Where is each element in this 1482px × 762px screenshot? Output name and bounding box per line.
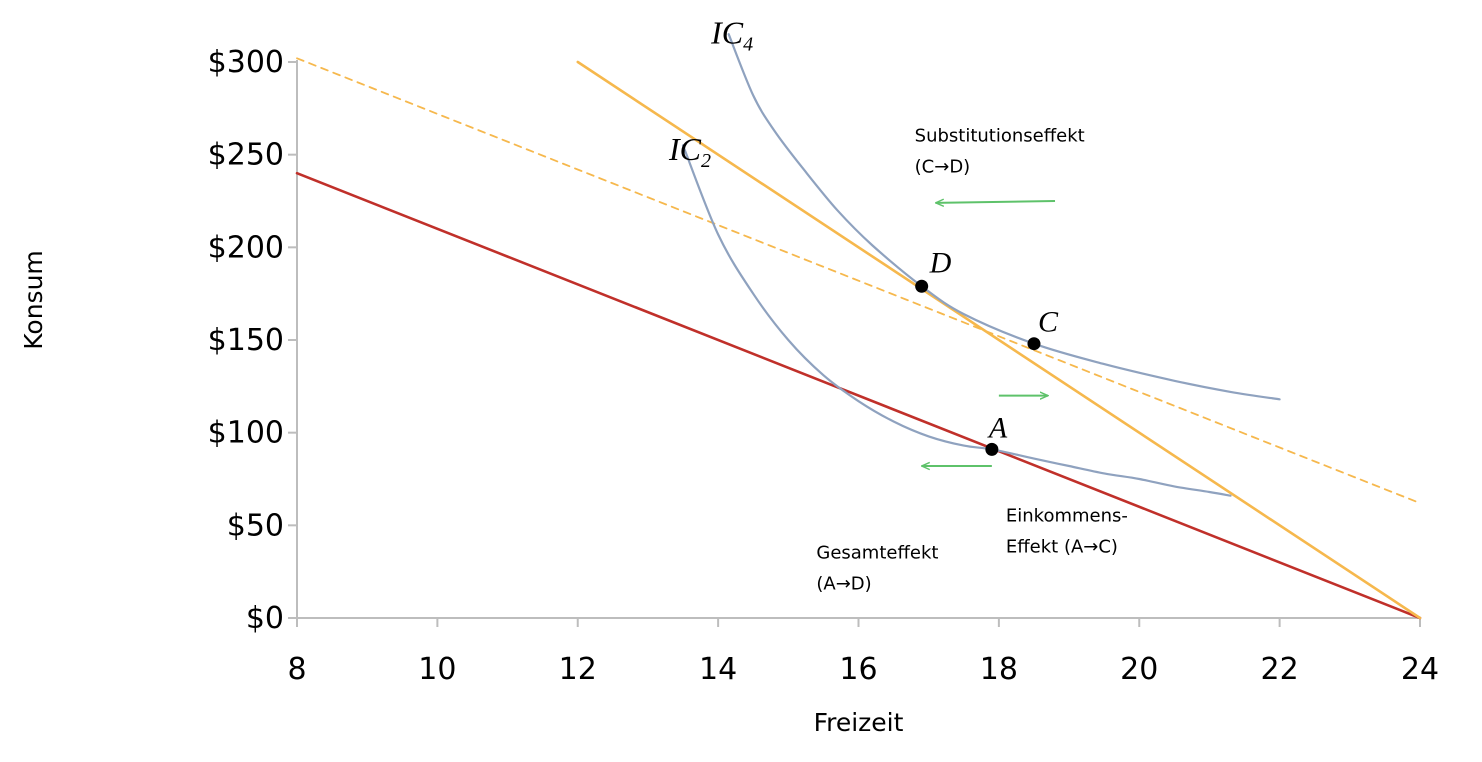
point-c	[1027, 337, 1041, 351]
point-layer: A C D	[915, 246, 1059, 456]
y-tick-label: $250	[208, 138, 284, 173]
curve-label-ic2: IC2	[668, 131, 711, 172]
annotation-substitution-line: Substitutionseffekt	[915, 126, 1085, 147]
point-label-a: A	[987, 411, 1008, 444]
point-d	[915, 279, 929, 293]
annotation-gesamt-line: Gesamteffekt	[816, 543, 938, 564]
annotation-einkommen: Einkommens- Effekt (A→C)	[1006, 506, 1128, 558]
series-budget-compensated	[296, 57, 1421, 504]
annotation-gesamt-line: (A→D)	[816, 574, 871, 595]
x-axis-title: Freizeit	[814, 708, 904, 737]
series-layer	[295, 33, 1422, 620]
curve-label-base: IC	[668, 131, 702, 167]
point-a	[985, 442, 999, 456]
annotation-substitution: Substitutionseffekt (C→D)	[915, 126, 1085, 178]
x-tick-label: 8	[287, 652, 306, 687]
x-tick-label: 24	[1401, 652, 1439, 687]
y-tick-label: $300	[208, 45, 284, 80]
arrow-substitution	[936, 201, 1056, 203]
y-tick-label: $200	[208, 230, 284, 265]
curve-label-subscript: 2	[701, 150, 711, 172]
series-ic2	[681, 144, 1232, 497]
x-tick-label: 18	[980, 652, 1018, 687]
annotation-gesamt: Gesamteffekt (A→D)	[816, 543, 938, 595]
annotation-substitution-line: (C→D)	[915, 157, 971, 178]
x-tick-label: 10	[418, 652, 456, 687]
series-budget-new	[576, 60, 1422, 620]
point-label-c: C	[1038, 306, 1059, 339]
point-label-d: D	[929, 246, 952, 279]
curve-label-ic4: IC4	[710, 14, 753, 55]
y-tick-label: $50	[227, 508, 284, 543]
annotation-einkommen-line: Effekt (A→C)	[1006, 537, 1118, 558]
x-tick-label: 22	[1261, 652, 1299, 687]
x-tick-label: 16	[839, 652, 877, 687]
y-axis-title: Konsum	[19, 250, 48, 350]
y-tick-label: $0	[246, 601, 284, 636]
annotation-einkommen-line: Einkommens-	[1006, 506, 1128, 527]
x-tick-label: 14	[699, 652, 737, 687]
arrow-layer	[922, 201, 1056, 466]
label-layer: IC2IC4Substitutionseffekt(C→D)Einkommens…	[668, 14, 1128, 594]
x-tick-label: 12	[559, 652, 597, 687]
y-tick-label: $150	[208, 323, 284, 358]
curve-label-base: IC	[710, 14, 744, 50]
y-tick-label: $100	[208, 416, 284, 451]
x-tick-label: 20	[1120, 652, 1158, 687]
series-budget-original	[295, 171, 1422, 620]
curve-label-subscript: 4	[743, 33, 753, 55]
